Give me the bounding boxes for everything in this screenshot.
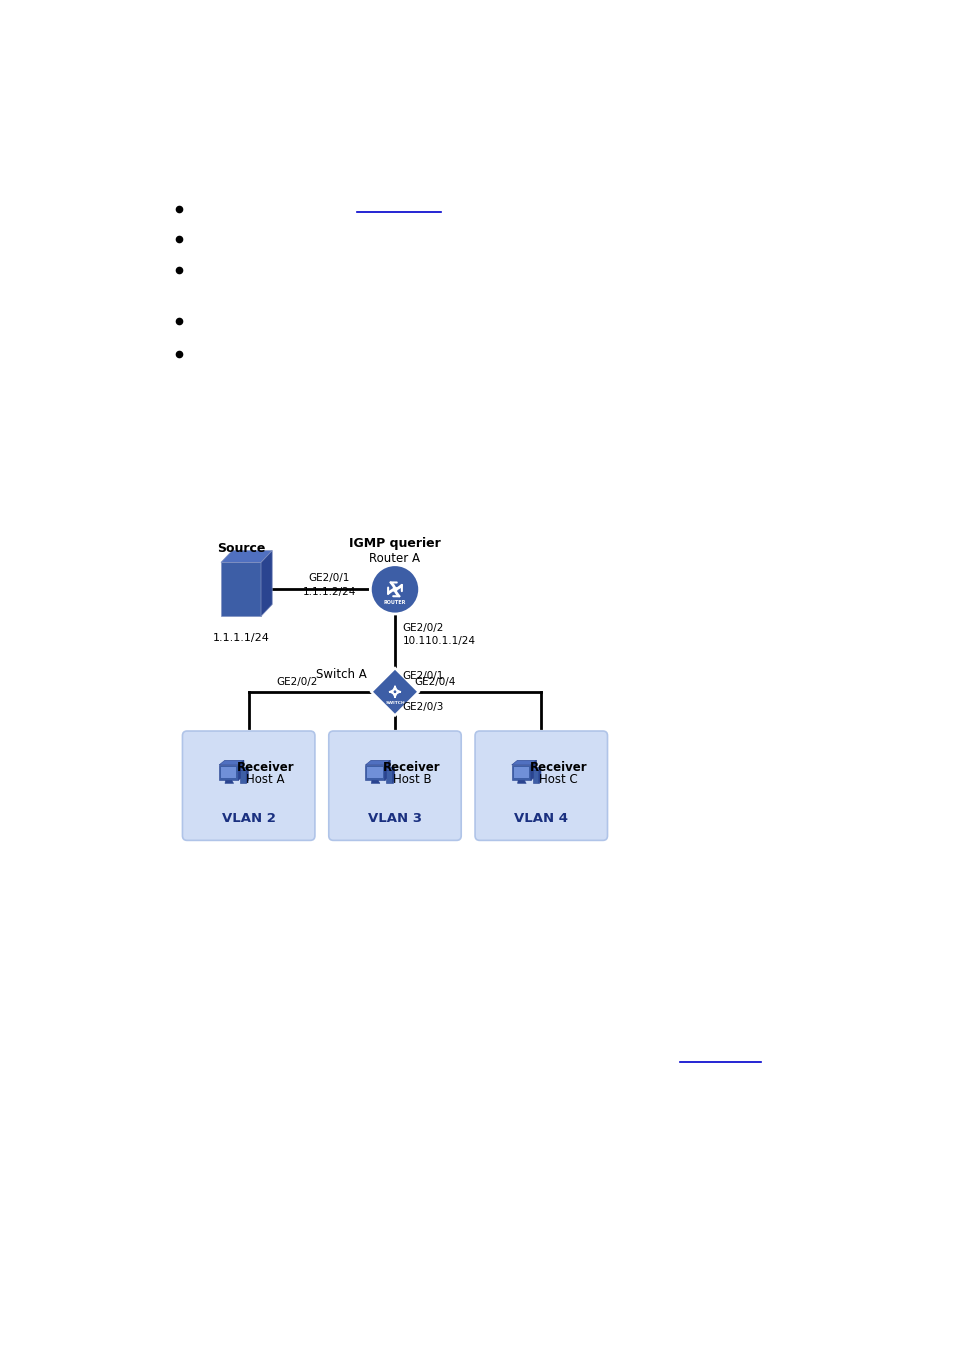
Text: Source: Source	[216, 543, 265, 555]
Polygon shape	[511, 760, 536, 765]
Polygon shape	[221, 551, 272, 563]
Polygon shape	[240, 769, 246, 783]
Polygon shape	[530, 760, 536, 780]
FancyBboxPatch shape	[367, 767, 382, 779]
Polygon shape	[384, 760, 390, 780]
Text: VLAN 4: VLAN 4	[514, 813, 568, 825]
Text: Host A: Host A	[246, 774, 285, 786]
Text: Router A: Router A	[369, 552, 420, 566]
Polygon shape	[221, 563, 261, 617]
Text: Host B: Host B	[393, 774, 431, 786]
Polygon shape	[371, 780, 379, 783]
Polygon shape	[371, 668, 418, 716]
Polygon shape	[386, 769, 392, 783]
Text: ROUTER: ROUTER	[383, 601, 406, 605]
Polygon shape	[219, 765, 238, 780]
Text: SWITCH: SWITCH	[385, 701, 404, 705]
Text: VLAN 2: VLAN 2	[221, 813, 275, 825]
Polygon shape	[511, 765, 530, 780]
Polygon shape	[532, 767, 540, 770]
Text: 1.1.1.2/24: 1.1.1.2/24	[302, 587, 355, 597]
Text: Receiver: Receiver	[529, 760, 586, 774]
Text: Host C: Host C	[538, 774, 577, 786]
FancyBboxPatch shape	[475, 732, 607, 840]
Text: VLAN 3: VLAN 3	[368, 813, 421, 825]
FancyBboxPatch shape	[221, 767, 236, 779]
Polygon shape	[238, 760, 244, 780]
Circle shape	[370, 564, 419, 614]
Text: Receiver: Receiver	[383, 760, 440, 774]
Polygon shape	[532, 769, 538, 783]
Text: 1.1.1.1/24: 1.1.1.1/24	[213, 633, 269, 643]
Text: 10.110.1.1/24: 10.110.1.1/24	[402, 636, 476, 645]
Polygon shape	[517, 780, 526, 783]
Text: Switch A: Switch A	[315, 667, 366, 680]
Text: GE2/0/3: GE2/0/3	[402, 702, 443, 713]
FancyBboxPatch shape	[182, 732, 314, 840]
Polygon shape	[365, 760, 390, 765]
Polygon shape	[392, 767, 395, 783]
Polygon shape	[386, 767, 395, 770]
Text: GE2/0/2: GE2/0/2	[402, 622, 443, 633]
Text: GE2/0/4: GE2/0/4	[414, 676, 456, 687]
Polygon shape	[219, 760, 244, 765]
Text: GE2/0/1: GE2/0/1	[309, 572, 350, 583]
Polygon shape	[538, 767, 540, 783]
Text: GE2/0/2: GE2/0/2	[276, 676, 317, 687]
Text: Receiver: Receiver	[236, 760, 294, 774]
Text: GE2/0/1: GE2/0/1	[402, 671, 443, 682]
Polygon shape	[225, 780, 233, 783]
Polygon shape	[240, 767, 248, 770]
FancyBboxPatch shape	[329, 732, 460, 840]
Polygon shape	[246, 767, 248, 783]
Text: IGMP querier: IGMP querier	[349, 537, 440, 549]
FancyBboxPatch shape	[513, 767, 528, 779]
Polygon shape	[261, 551, 272, 617]
Polygon shape	[365, 765, 384, 780]
